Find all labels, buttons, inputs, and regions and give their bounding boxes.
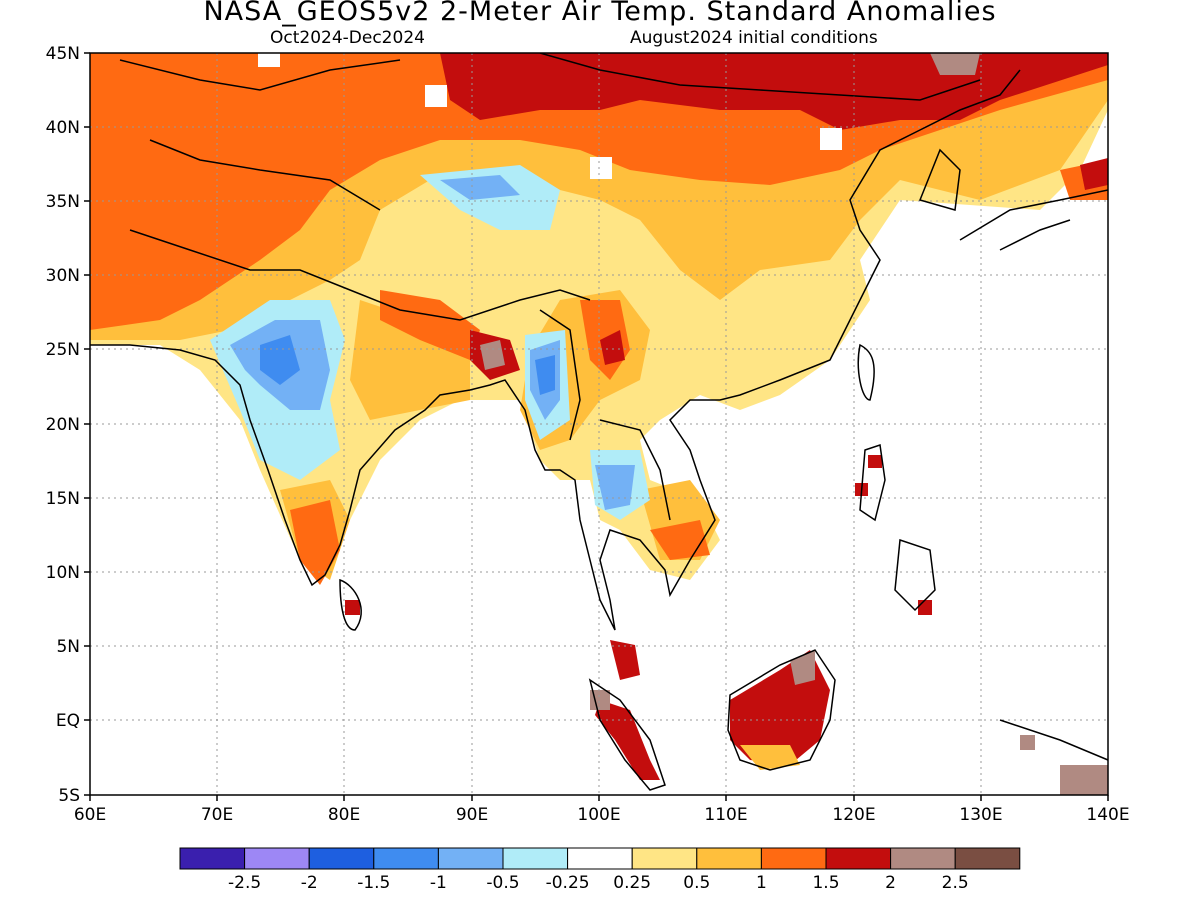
legend-label: -2.5 bbox=[228, 873, 261, 893]
legend-swatch bbox=[696, 847, 762, 870]
legend-label: -0.5 bbox=[486, 873, 519, 893]
map-title: NASA_GEOS5v2 2-Meter Air Temp. Standard … bbox=[203, 0, 997, 27]
legend-swatch bbox=[308, 847, 375, 870]
legend-swatch bbox=[890, 847, 956, 870]
coastlines bbox=[90, 53, 1108, 791]
color-legend: -2.5 -2 -1.5 -1 -0.5 -0.25 0.25 0.5 1 1.5 2 2.5 bbox=[179, 847, 1021, 893]
lon-label: 120E bbox=[832, 805, 875, 825]
anomaly-region-sumatra bbox=[595, 700, 660, 780]
legend-swatch bbox=[373, 847, 439, 870]
lon-label: 110E bbox=[704, 805, 747, 825]
lat-label: 5N bbox=[56, 637, 80, 657]
legend-swatch bbox=[244, 847, 310, 870]
legend-label: 2 bbox=[885, 873, 896, 893]
legend-swatch bbox=[437, 847, 504, 870]
lon-label: 70E bbox=[201, 805, 233, 825]
legend-swatch bbox=[631, 847, 698, 870]
legend-swatch bbox=[179, 847, 246, 870]
legend-label: 0.5 bbox=[683, 873, 710, 893]
anomaly-region-very-hot bbox=[480, 340, 505, 370]
legend-label: 2.5 bbox=[942, 873, 969, 893]
lat-label: 35N bbox=[46, 192, 80, 212]
legend-label: -2 bbox=[301, 873, 318, 893]
legend-swatch bbox=[502, 847, 569, 870]
legend-swatch bbox=[567, 847, 633, 870]
initial-conditions: August2024 initial conditions bbox=[630, 28, 878, 48]
lat-label: 15N bbox=[46, 489, 80, 509]
lon-label: 130E bbox=[959, 805, 1002, 825]
legend-label: -1.5 bbox=[357, 873, 390, 893]
legend-swatch bbox=[825, 847, 892, 870]
legend-label: 1.5 bbox=[812, 873, 839, 893]
lat-label: 40N bbox=[46, 118, 80, 138]
graticule bbox=[90, 53, 1108, 795]
legend-label: -1 bbox=[430, 873, 447, 893]
lon-label: 100E bbox=[577, 805, 620, 825]
lat-label: EQ bbox=[56, 711, 80, 731]
forecast-period: Oct2024-Dec2024 bbox=[270, 28, 425, 48]
legend-label: 0.25 bbox=[613, 873, 651, 893]
lat-label: 45N bbox=[46, 44, 80, 64]
lat-label: 25N bbox=[46, 340, 80, 360]
legend-label: 1 bbox=[756, 873, 767, 893]
anomaly-region-cooler bbox=[260, 335, 300, 385]
lon-label: 60E bbox=[74, 805, 106, 825]
legend-label: -0.25 bbox=[546, 873, 590, 893]
lat-label: 20N bbox=[46, 415, 80, 435]
lat-label: 10N bbox=[46, 563, 80, 583]
legend-swatch bbox=[954, 847, 1021, 870]
legend-swatch bbox=[760, 847, 827, 870]
lat-label: 30N bbox=[46, 266, 80, 286]
lon-label: 140E bbox=[1086, 805, 1129, 825]
lon-label: 80E bbox=[328, 805, 360, 825]
lat-label: 5S bbox=[58, 786, 80, 806]
lon-label: 90E bbox=[456, 805, 488, 825]
